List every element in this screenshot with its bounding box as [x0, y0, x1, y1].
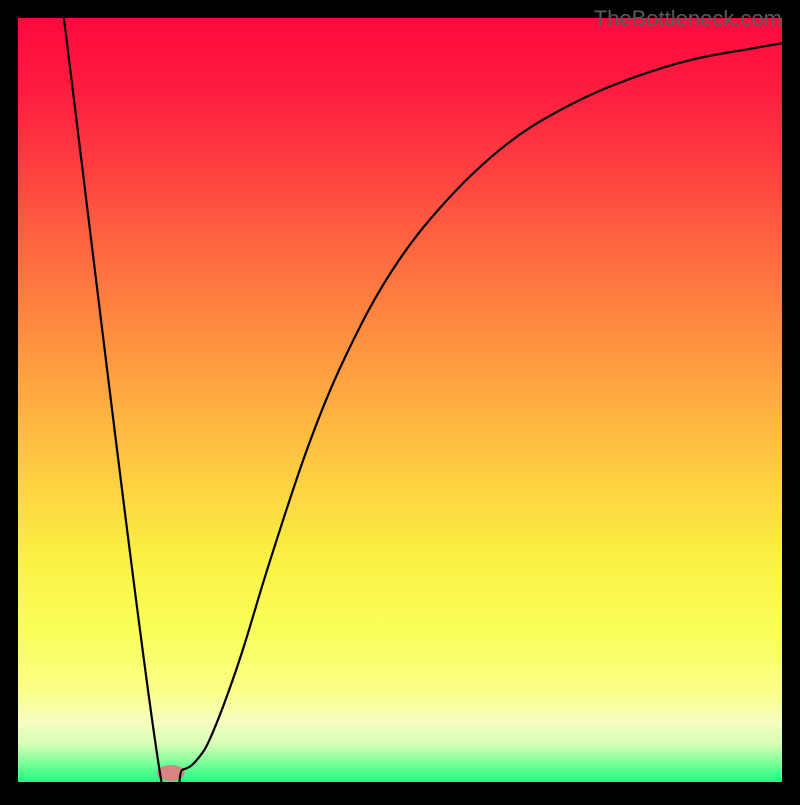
- watermark-text: TheBottleneck.com: [594, 6, 782, 32]
- bottleneck-chart: [0, 0, 800, 800]
- chart-plot-background: [18, 18, 782, 782]
- chart-svg: [0, 0, 800, 800]
